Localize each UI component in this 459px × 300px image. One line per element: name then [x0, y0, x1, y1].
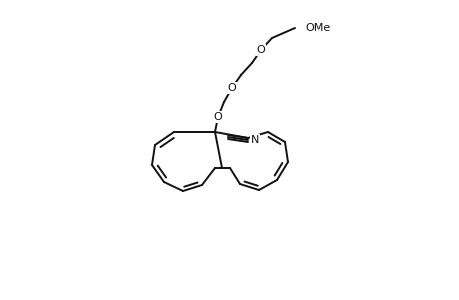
Text: O: O — [256, 45, 265, 55]
Text: OMe: OMe — [304, 23, 330, 33]
Text: O: O — [227, 83, 236, 93]
Text: O: O — [213, 112, 222, 122]
Text: N: N — [250, 135, 258, 145]
